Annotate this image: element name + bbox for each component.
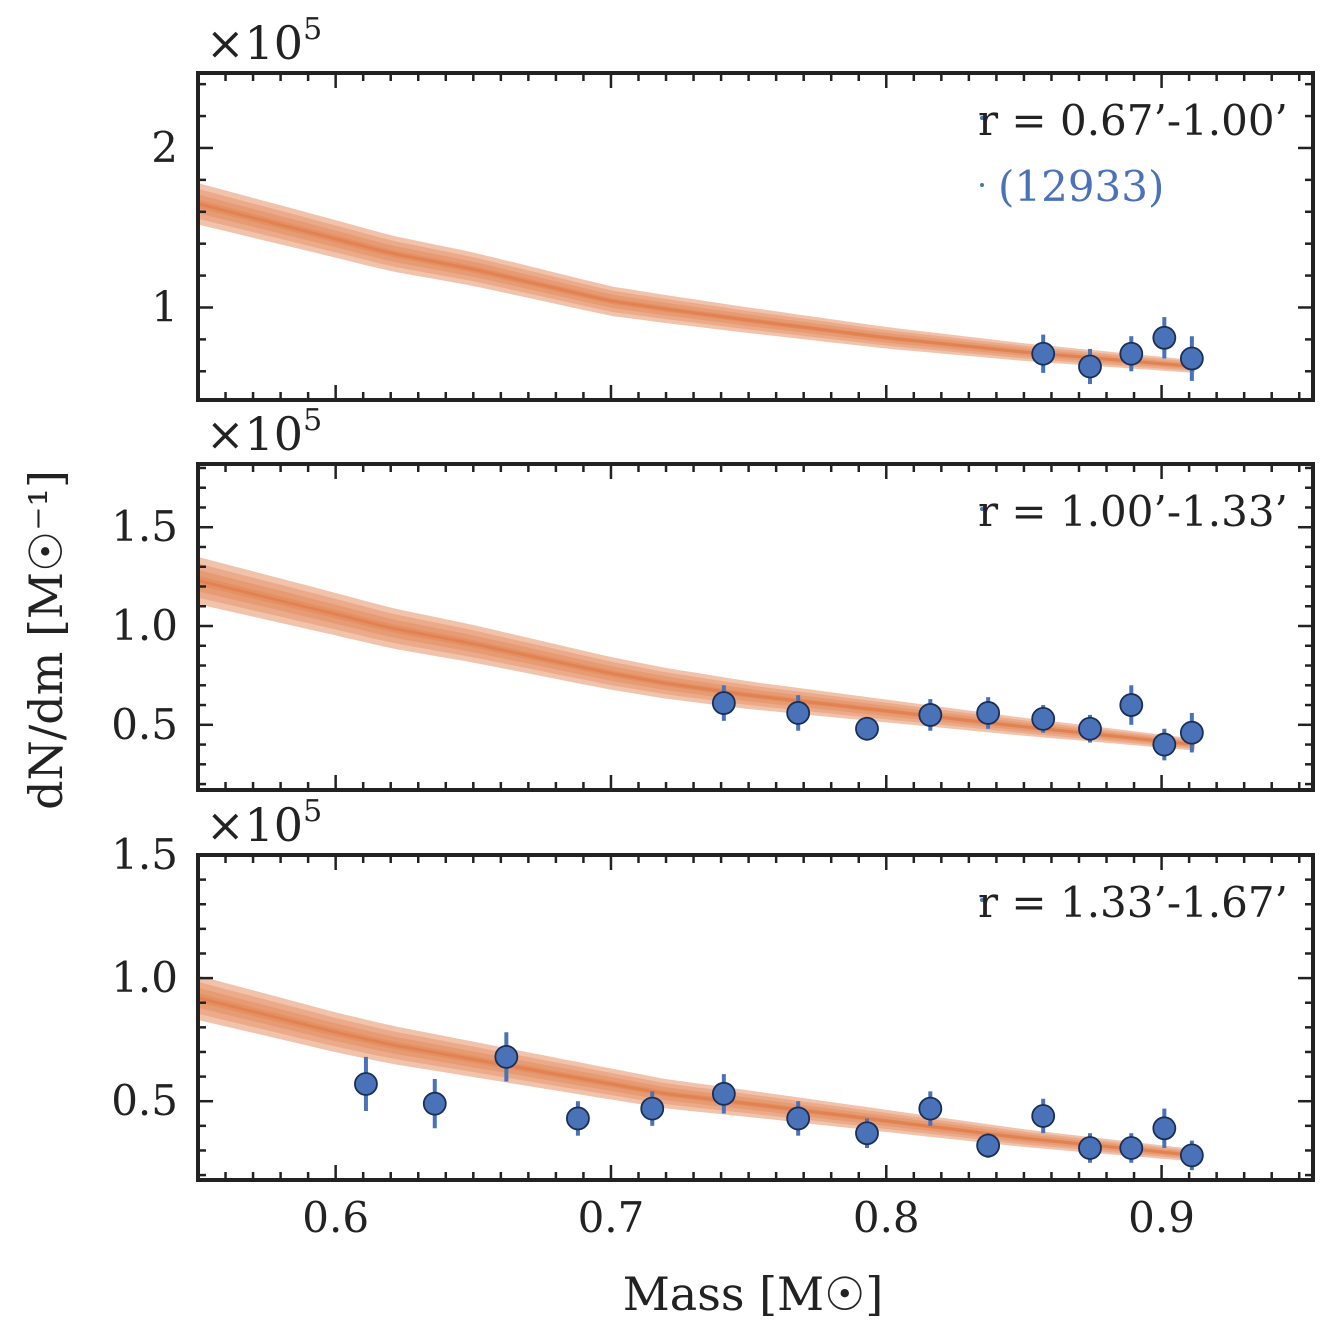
plot-area: [198, 183, 1204, 385]
y-exponent-mantissa: ×10: [206, 798, 303, 852]
data-point: [918, 703, 943, 727]
data-point: [1119, 693, 1144, 717]
model-band-1: [198, 975, 1195, 1162]
legend-marker: [980, 898, 984, 902]
data-point: [1078, 1136, 1102, 1160]
model-band-1: [198, 183, 1195, 373]
plot-area: [198, 556, 1204, 761]
panel-label: r = 1.33’-1.67’: [978, 878, 1288, 927]
legend-marker: [980, 116, 984, 120]
y-tick-label: 1.0: [111, 601, 178, 650]
data-point: [786, 701, 811, 725]
data-point: [1152, 1116, 1177, 1141]
data-point: [1031, 341, 1056, 366]
data-point: [422, 1091, 447, 1116]
data-point: [1031, 706, 1056, 731]
x-tick-label: 0.9: [1128, 1193, 1195, 1242]
x-tick-label: 0.7: [578, 1193, 645, 1242]
data-point: [1078, 354, 1102, 379]
y-exponent-power: 5: [303, 403, 322, 438]
y-tick-label: 1: [151, 282, 178, 331]
data-point: [976, 1133, 1001, 1158]
legend-marker: [980, 507, 984, 511]
y-tick-label: 1.0: [111, 953, 178, 1002]
plot-area: [198, 975, 1204, 1171]
data-point: [1179, 720, 1204, 745]
data-point: [855, 1121, 879, 1146]
data-point: [786, 1106, 811, 1131]
data-point: [1078, 716, 1102, 741]
axes-frame: [196, 853, 1315, 1182]
y-tick-label: 0.5: [111, 700, 178, 749]
data-point: [1152, 732, 1177, 757]
legend-marker: [980, 183, 984, 187]
data-point: [976, 701, 1001, 725]
data-point: [640, 1096, 665, 1121]
y-exponent-label: ×105: [206, 12, 322, 70]
axes-frame: [196, 71, 1315, 402]
data-point: [1179, 346, 1204, 371]
y-exponent-power: 5: [303, 12, 322, 47]
model-median-line: [198, 579, 1195, 747]
data-point: [855, 716, 879, 741]
panel-label: r = 0.67’-1.00’: [978, 96, 1288, 145]
y-tick-label: 1.5: [111, 502, 178, 551]
x-tick-label: 0.8: [853, 1193, 920, 1242]
y-exponent-label: ×105: [206, 403, 322, 461]
x-axis-title: Mass [M☉]: [623, 1267, 884, 1321]
y-axis-title: dN/dm [M☉⁻¹]: [19, 470, 73, 810]
data-point: [711, 691, 736, 715]
data-point: [566, 1106, 590, 1131]
data-point: [1179, 1143, 1204, 1168]
data-point: [494, 1044, 519, 1069]
panel-2: 0.5 1.0 1.5 ×105 r = 1.00’-1.33’: [111, 403, 1315, 792]
data-point: [711, 1081, 736, 1106]
data-point: [1031, 1104, 1056, 1128]
data-point: [1119, 341, 1144, 366]
data-point: [1119, 1136, 1144, 1160]
model-band-2: [198, 188, 1195, 372]
y-tick-label: 0.5: [111, 1076, 178, 1125]
model-median-line: [198, 202, 1195, 368]
axes-frame: [196, 462, 1315, 792]
y-exponent-mantissa: ×10: [206, 16, 303, 70]
data-point: [918, 1096, 943, 1121]
x-tick-label: 0.6: [302, 1193, 369, 1242]
star-count-label: (12933): [998, 162, 1164, 211]
data-point: [1152, 325, 1177, 350]
y-tick-label: 1.5: [111, 830, 178, 879]
y-tick-label: 2: [151, 123, 178, 172]
y-exponent-label: ×105: [206, 794, 322, 852]
model-median-line: [198, 996, 1195, 1157]
panel-label: r = 1.00’-1.33’: [978, 487, 1288, 536]
panel-3: 0.5 1.0 1.5 ×105 r = 1.33’-1.67’: [111, 794, 1315, 1182]
panel-1: 1 2 ×105 r = 0.67’-1.00’ (12933): [151, 12, 1315, 402]
y-exponent-mantissa: ×10: [206, 407, 303, 461]
y-exponent-power: 5: [303, 794, 322, 829]
data-point: [354, 1072, 378, 1096]
